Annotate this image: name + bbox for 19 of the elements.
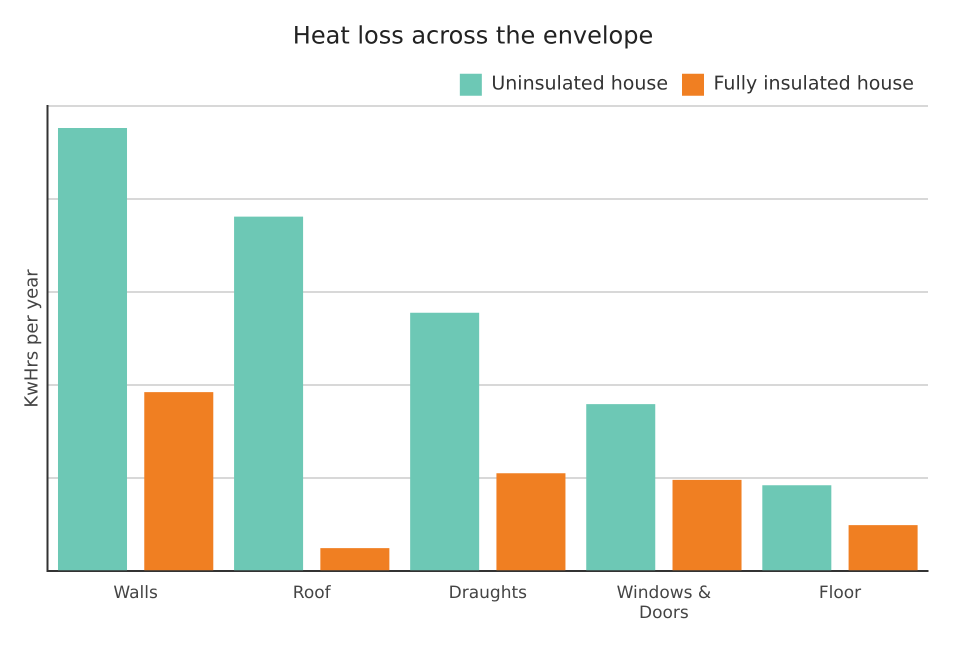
x-tick-label: Draughts [448,582,528,603]
bar [144,392,214,570]
x-tick-label: Walls [113,582,158,603]
bar [234,216,304,570]
y-axis-title: KwHrs per year [21,268,42,408]
x-tick-label: Windows & Doors [616,582,712,624]
bar [848,525,918,570]
bar [320,548,390,570]
chart-title: Heat loss across the envelope [292,22,654,50]
legend-label: Uninsulated house [491,72,668,95]
x-tick-label: Roof [292,582,332,603]
bar [58,128,128,570]
bar [496,473,566,570]
legend-label: Fully insulated house [714,72,914,95]
bar [586,404,656,570]
bar [672,480,742,570]
bar [762,485,832,570]
x-tick-label: Floor [818,582,862,603]
bar [410,312,480,570]
